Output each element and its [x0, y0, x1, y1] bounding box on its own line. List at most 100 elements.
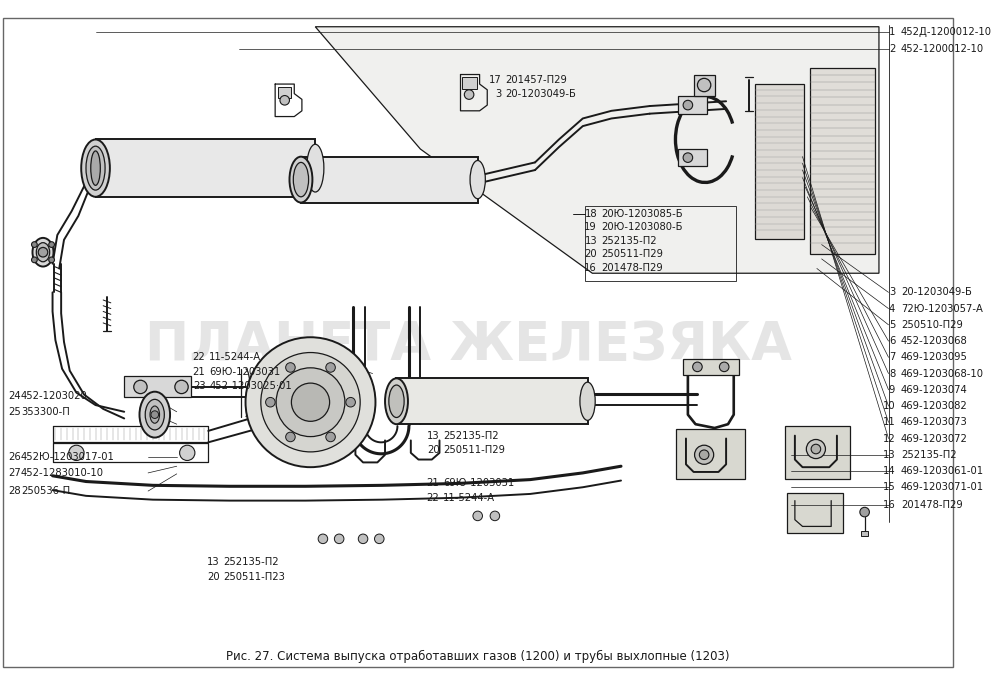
Circle shape — [375, 534, 384, 544]
Text: 10: 10 — [883, 401, 895, 411]
Text: 469-1203082: 469-1203082 — [901, 401, 968, 411]
Circle shape — [473, 511, 482, 521]
Text: 252135-П2: 252135-П2 — [443, 431, 499, 440]
Circle shape — [358, 534, 368, 544]
Text: 201478-П29: 201478-П29 — [601, 262, 663, 273]
Text: 69Ю-1203031: 69Ю-1203031 — [209, 366, 280, 377]
Text: 469-1203068-10: 469-1203068-10 — [901, 369, 984, 379]
Text: 13: 13 — [207, 557, 220, 566]
Ellipse shape — [81, 140, 110, 197]
Text: 9: 9 — [889, 385, 895, 395]
Text: 11-5244-А: 11-5244-А — [209, 352, 261, 362]
Text: 20: 20 — [427, 445, 439, 455]
Text: 250536-П: 250536-П — [21, 486, 70, 496]
Ellipse shape — [91, 151, 100, 186]
Bar — [301, 157, 478, 203]
Text: 201478-П29: 201478-П29 — [901, 501, 963, 510]
Text: 20Ю-1203080-Б: 20Ю-1203080-Б — [601, 223, 682, 232]
Polygon shape — [315, 27, 879, 273]
Bar — [396, 378, 588, 424]
Ellipse shape — [139, 392, 170, 438]
Bar — [676, 429, 745, 479]
Text: 21: 21 — [193, 366, 205, 377]
Text: 20-1203049-Б: 20-1203049-Б — [901, 287, 972, 297]
Text: 12: 12 — [882, 434, 895, 443]
Text: 19: 19 — [584, 223, 597, 232]
Circle shape — [318, 534, 328, 544]
Circle shape — [719, 362, 729, 372]
Circle shape — [291, 383, 330, 421]
Circle shape — [286, 432, 295, 442]
Text: 18: 18 — [584, 209, 597, 219]
Circle shape — [334, 534, 344, 544]
Text: 252135-П2: 252135-П2 — [224, 557, 279, 566]
Ellipse shape — [385, 378, 408, 424]
Circle shape — [286, 362, 295, 372]
Text: 27: 27 — [9, 468, 21, 478]
Text: 69Ю-1203031: 69Ю-1203031 — [443, 478, 515, 488]
Circle shape — [261, 353, 360, 452]
Text: 28: 28 — [9, 486, 21, 496]
Text: 5: 5 — [889, 320, 895, 329]
Text: 15: 15 — [882, 482, 895, 493]
Text: 201457-П29: 201457-П29 — [505, 75, 567, 85]
Circle shape — [326, 432, 335, 442]
Text: 11: 11 — [882, 417, 895, 427]
Circle shape — [134, 380, 147, 394]
Text: 20Ю-1203085-Б: 20Ю-1203085-Б — [601, 209, 683, 219]
Bar — [462, 77, 477, 89]
Text: 3: 3 — [889, 287, 895, 297]
Circle shape — [246, 337, 375, 467]
Text: 353300-П: 353300-П — [21, 407, 70, 416]
Circle shape — [32, 242, 37, 247]
Circle shape — [699, 450, 709, 460]
Text: 469-1203074: 469-1203074 — [901, 385, 968, 395]
Text: 22: 22 — [427, 493, 439, 503]
Circle shape — [151, 411, 159, 419]
Text: Рис. 27. Система выпуска отработавших газов (1200) и трубы выхлопные (1203): Рис. 27. Система выпуска отработавших га… — [226, 650, 729, 663]
Circle shape — [175, 380, 188, 394]
Text: 20-1203049-Б: 20-1203049-Б — [505, 88, 576, 99]
Text: 20: 20 — [207, 572, 220, 582]
Bar — [810, 68, 875, 254]
Text: 25: 25 — [9, 407, 21, 416]
Text: 469-1203073: 469-1203073 — [901, 417, 968, 427]
Text: 250511-П29: 250511-П29 — [443, 445, 505, 455]
Circle shape — [32, 257, 37, 263]
Circle shape — [811, 445, 821, 453]
Bar — [124, 377, 191, 397]
Circle shape — [346, 397, 355, 407]
Circle shape — [49, 242, 54, 247]
Ellipse shape — [307, 145, 324, 192]
Ellipse shape — [145, 399, 164, 430]
Text: 8: 8 — [889, 369, 895, 379]
Bar — [785, 426, 850, 479]
Circle shape — [266, 397, 275, 407]
Text: 250511-П23: 250511-П23 — [224, 572, 285, 582]
Circle shape — [490, 511, 500, 521]
Ellipse shape — [580, 382, 595, 421]
Bar — [585, 206, 736, 281]
Text: 469-1203071-01: 469-1203071-01 — [901, 482, 984, 493]
Text: 17: 17 — [489, 75, 502, 85]
Ellipse shape — [289, 157, 312, 203]
Text: ПЛАНЕТА ЖЕЛЕЗЯКА: ПЛАНЕТА ЖЕЛЕЗЯКА — [145, 319, 792, 371]
Text: 22: 22 — [193, 352, 205, 362]
Text: 469-1203061-01: 469-1203061-01 — [901, 466, 984, 476]
Text: 16: 16 — [584, 262, 597, 273]
Bar — [755, 84, 804, 239]
Circle shape — [464, 90, 474, 99]
Circle shape — [38, 247, 48, 257]
Text: 250511-П29: 250511-П29 — [601, 249, 663, 259]
Ellipse shape — [32, 238, 54, 266]
Circle shape — [860, 508, 869, 517]
Circle shape — [695, 445, 714, 464]
Text: 20: 20 — [584, 249, 597, 259]
Text: 452-1203068: 452-1203068 — [901, 336, 968, 346]
Text: 452Ю-1203017-01: 452Ю-1203017-01 — [21, 451, 115, 462]
Ellipse shape — [293, 162, 309, 197]
Circle shape — [697, 78, 711, 92]
Ellipse shape — [86, 146, 105, 190]
Text: 24: 24 — [9, 390, 21, 401]
Ellipse shape — [36, 242, 50, 262]
